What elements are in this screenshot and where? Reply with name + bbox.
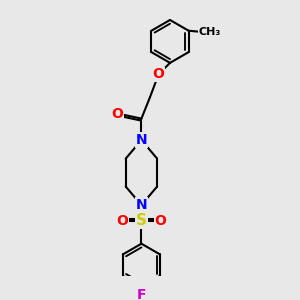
Text: O: O (116, 214, 128, 228)
Text: CH₃: CH₃ (199, 27, 221, 37)
Text: N: N (136, 133, 147, 147)
Text: F: F (137, 288, 146, 300)
Text: O: O (154, 214, 166, 228)
Text: O: O (111, 107, 123, 121)
Text: N: N (136, 198, 147, 212)
Text: S: S (136, 213, 147, 228)
Text: O: O (153, 67, 164, 81)
